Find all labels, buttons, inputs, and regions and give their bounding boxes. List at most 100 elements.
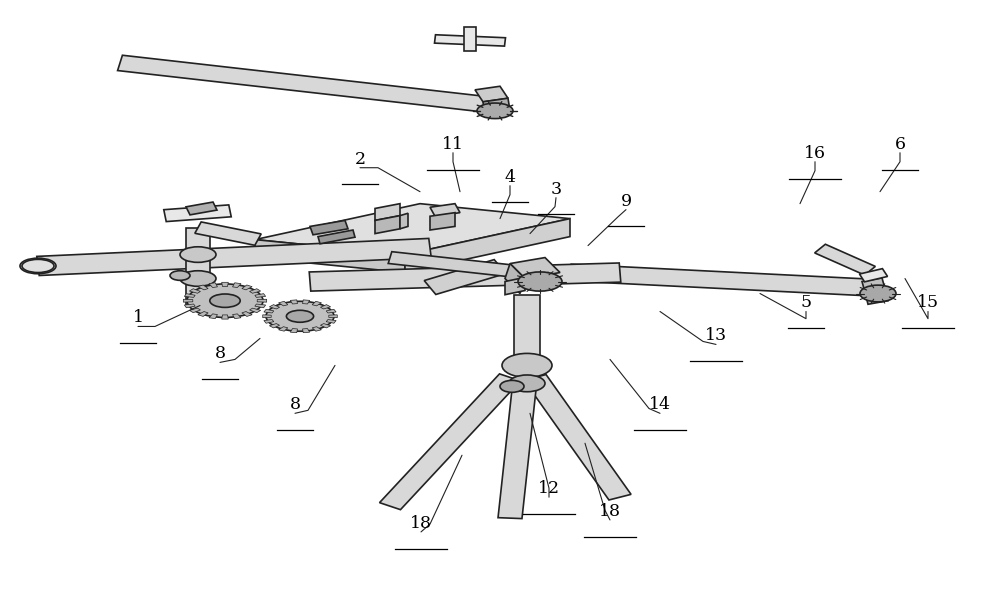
Polygon shape xyxy=(326,319,336,323)
Ellipse shape xyxy=(187,284,263,317)
Polygon shape xyxy=(198,285,208,290)
Polygon shape xyxy=(186,228,210,305)
Polygon shape xyxy=(264,309,274,313)
Polygon shape xyxy=(195,222,261,245)
Text: 8: 8 xyxy=(214,346,226,362)
Polygon shape xyxy=(189,308,200,313)
Polygon shape xyxy=(483,98,510,115)
Polygon shape xyxy=(255,204,570,255)
Ellipse shape xyxy=(477,103,513,119)
Polygon shape xyxy=(257,300,267,302)
Polygon shape xyxy=(303,329,310,332)
Polygon shape xyxy=(405,219,570,273)
Text: 6: 6 xyxy=(895,136,906,153)
Polygon shape xyxy=(184,294,195,297)
Polygon shape xyxy=(290,300,297,304)
Polygon shape xyxy=(37,238,431,276)
Polygon shape xyxy=(183,300,193,302)
Polygon shape xyxy=(424,259,506,295)
Polygon shape xyxy=(514,295,540,359)
Ellipse shape xyxy=(266,301,334,331)
Polygon shape xyxy=(164,205,231,222)
Polygon shape xyxy=(189,289,200,294)
Text: 1: 1 xyxy=(132,310,144,326)
Text: 18: 18 xyxy=(599,503,621,520)
Polygon shape xyxy=(279,326,288,331)
Polygon shape xyxy=(312,301,321,306)
Polygon shape xyxy=(209,283,217,288)
Polygon shape xyxy=(388,252,512,277)
Polygon shape xyxy=(320,323,331,328)
Ellipse shape xyxy=(509,375,545,392)
Polygon shape xyxy=(269,323,280,328)
Text: 18: 18 xyxy=(410,515,432,532)
Polygon shape xyxy=(290,329,297,332)
Text: 12: 12 xyxy=(538,480,560,497)
Ellipse shape xyxy=(20,258,56,274)
Ellipse shape xyxy=(180,247,216,262)
Text: 9: 9 xyxy=(620,193,632,210)
Polygon shape xyxy=(264,319,274,323)
Polygon shape xyxy=(312,326,321,331)
Polygon shape xyxy=(250,289,261,294)
Polygon shape xyxy=(263,315,271,317)
Polygon shape xyxy=(318,230,355,244)
Polygon shape xyxy=(524,374,631,500)
Text: 2: 2 xyxy=(354,151,366,168)
Polygon shape xyxy=(279,301,288,306)
Ellipse shape xyxy=(502,353,552,377)
Text: 4: 4 xyxy=(505,169,516,186)
Polygon shape xyxy=(309,263,621,291)
Polygon shape xyxy=(430,213,455,230)
Polygon shape xyxy=(326,309,336,313)
Polygon shape xyxy=(310,220,348,235)
Ellipse shape xyxy=(286,310,314,322)
Ellipse shape xyxy=(170,271,190,280)
Polygon shape xyxy=(209,314,217,319)
Polygon shape xyxy=(475,86,508,102)
Polygon shape xyxy=(184,304,195,308)
Polygon shape xyxy=(859,268,888,282)
Text: 13: 13 xyxy=(705,328,727,344)
Polygon shape xyxy=(430,204,460,216)
Text: 14: 14 xyxy=(649,397,671,413)
Polygon shape xyxy=(400,213,408,229)
Polygon shape xyxy=(186,202,217,215)
Polygon shape xyxy=(375,216,400,234)
Text: 3: 3 xyxy=(550,181,562,198)
Polygon shape xyxy=(233,314,241,319)
Text: 11: 11 xyxy=(442,136,464,153)
Polygon shape xyxy=(250,308,261,313)
Polygon shape xyxy=(865,289,888,304)
Polygon shape xyxy=(329,315,337,317)
Ellipse shape xyxy=(518,272,562,291)
Polygon shape xyxy=(242,311,252,316)
Polygon shape xyxy=(498,380,537,519)
Polygon shape xyxy=(380,374,520,510)
Polygon shape xyxy=(255,304,266,308)
Polygon shape xyxy=(255,240,405,273)
Polygon shape xyxy=(510,258,560,279)
Polygon shape xyxy=(505,277,525,295)
Polygon shape xyxy=(255,294,266,297)
Polygon shape xyxy=(505,264,525,294)
Polygon shape xyxy=(569,264,871,296)
Text: 15: 15 xyxy=(917,295,939,311)
Polygon shape xyxy=(815,244,875,275)
Ellipse shape xyxy=(210,294,240,307)
Polygon shape xyxy=(528,273,552,289)
Polygon shape xyxy=(233,283,241,288)
Ellipse shape xyxy=(180,271,216,286)
Polygon shape xyxy=(303,300,310,304)
Polygon shape xyxy=(269,305,280,309)
Ellipse shape xyxy=(500,380,524,392)
Polygon shape xyxy=(320,305,331,309)
Polygon shape xyxy=(862,278,885,292)
Polygon shape xyxy=(118,55,492,113)
Text: 16: 16 xyxy=(804,145,826,162)
Polygon shape xyxy=(375,204,400,220)
Text: 5: 5 xyxy=(800,295,812,311)
Polygon shape xyxy=(222,282,228,286)
Polygon shape xyxy=(464,27,476,51)
Polygon shape xyxy=(242,285,252,290)
